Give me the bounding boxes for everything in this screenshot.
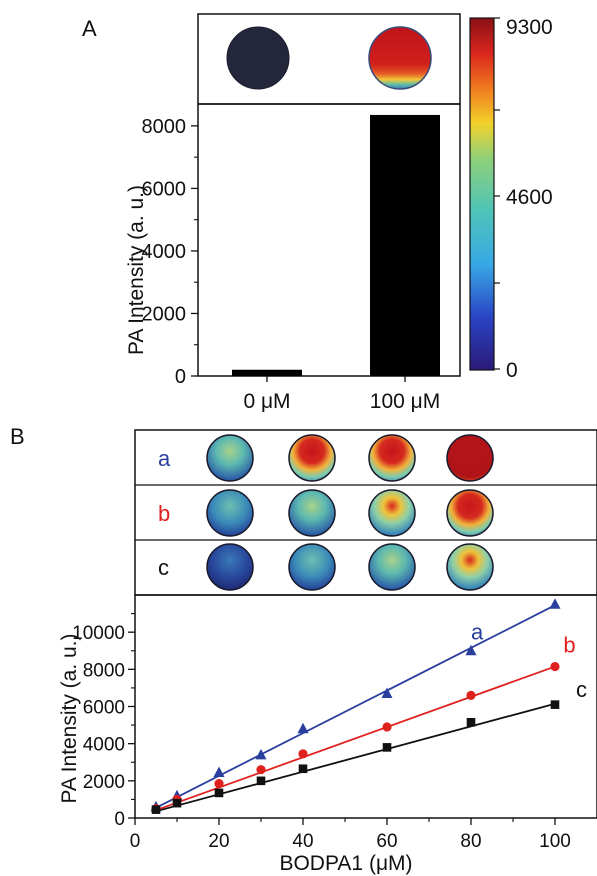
y-tick-label: 4000 [83,735,125,756]
data-point-b [382,722,392,732]
data-point-a [297,722,309,734]
y-tick-label: 8000 [83,660,125,681]
phantom-image-b-1 [206,489,254,537]
panel-a-label: A [82,16,97,41]
colorbar-tick-mid: 4600 [506,186,553,209]
row-label-b: b [158,501,170,526]
y-tick-label: 4000 [142,241,187,263]
panel-b-image-grid: a b c [134,429,597,596]
data-point-c [550,700,560,709]
bar [232,369,302,376]
x-tick-label: 20 [208,831,229,852]
data-point-c [172,798,182,808]
data-point-c [466,717,476,727]
x-axis-label: BODPA1 (μM) [279,852,412,875]
y-axis-label: PA Intensity (a. u.) [58,633,81,803]
phantom-image-b-2 [288,489,336,537]
fit-line-a [155,604,556,809]
scatter-plot-frame [134,594,597,819]
bar [370,114,440,376]
data-point-b [214,779,224,789]
x-tick-label: 0 [130,831,141,852]
phantom-image-a-1 [206,434,254,482]
x-tick-label: 60 [376,831,397,852]
panel-b-label: B [10,424,25,449]
phantom-image-b-3 [368,489,416,537]
phantom-image-a-2 [288,434,336,482]
phantom-image-c-2 [288,543,336,591]
x-category-label: 0 μM [243,390,290,413]
phantom-image-a-4 [446,434,494,482]
bar-chart: 0 2000 4000 6000 8000 0 μM 100 μM PA Intensity … [125,103,461,413]
data-point-b [466,690,476,700]
colorbar-tick-min: 0 [506,359,518,382]
x-tick-label: 80 [460,831,481,852]
phantom-image-c-1 [206,543,254,591]
y-tick-label: 2000 [83,772,125,793]
data-point-c [382,743,392,752]
row-label-a: a [158,446,171,471]
colorbar-tick-max: 9300 [506,16,553,39]
data-point-b [256,765,266,775]
phantom-image-a-3 [368,434,416,482]
data-point-c [298,764,308,774]
y-tick-label: 0 [175,366,186,388]
row-label-c: c [158,555,169,580]
data-point-a [549,598,561,609]
panel-a-image-strip [197,13,461,105]
series-label-a: a [471,620,484,645]
data-point-a [381,687,393,698]
y-tick-label: 6000 [142,178,187,200]
x-category-label: 100 μM [370,390,440,413]
series-label-b: b [563,633,575,658]
y-tick-label: 6000 [83,698,125,719]
data-point-a [465,644,477,656]
dark-sample-circle [226,26,290,90]
y-tick-label: 10000 [72,623,125,644]
scatter-chart: 0 2000 4000 6000 8000 10000 0 20 40 60 80 100 a bc PA … [58,594,597,875]
bar-plot-frame [197,103,461,377]
colorbar: 9300 4600 0 [469,16,553,382]
data-point-a [255,748,267,760]
data-point-b [298,749,308,759]
colorbar-gradient [469,17,495,371]
phantom-image-b-4 [446,489,494,537]
y-tick-label: 0 [114,809,125,830]
phantom-image-c-3 [368,543,416,591]
series-label-c: c [576,677,587,702]
data-point-b [550,661,560,672]
data-point-c [151,805,161,814]
y-tick-label: 2000 [142,303,187,325]
data-point-c [214,788,224,798]
y-tick-label: 8000 [142,116,187,138]
phantom-image-c-4 [446,543,494,591]
hot-sample-circle [368,26,432,90]
y-axis-label: PA Intensity (a. u.) [125,185,148,355]
data-point-c [256,776,266,786]
x-tick-label: 100 [539,831,571,852]
data-point-a [213,766,225,777]
x-tick-label: 40 [292,831,313,852]
